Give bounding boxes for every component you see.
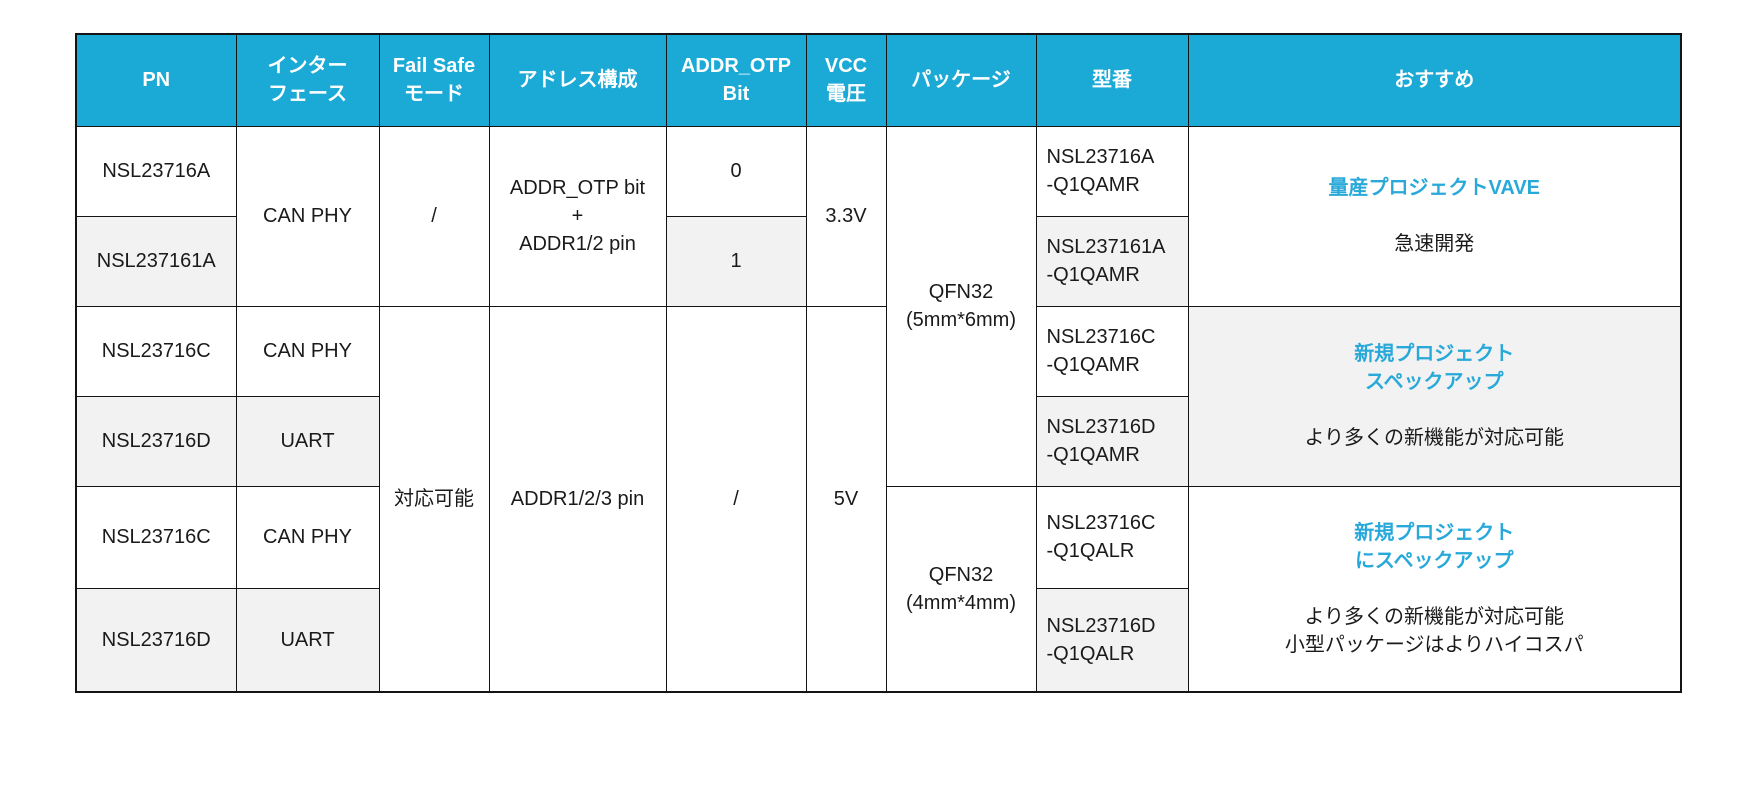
addr-otp-bit-cell: 1 (665, 215, 807, 307)
recommendation-highlight: 新規プロジェクト スペックアップ (1354, 343, 1515, 393)
model-number-cell: NSL23716A -Q1QAMR (1035, 125, 1189, 217)
recommendation-highlight: 量産プロジェクトVAVE (1328, 177, 1541, 199)
col-header-address-config: アドレス構成 (488, 33, 667, 127)
pn-cell: NSL23716D (75, 588, 237, 692)
interface-cell: CAN PHY (235, 305, 380, 397)
address-config-cell: ADDR1/2/3 pin (488, 305, 667, 692)
recommendation-highlight: 新規プロジェクト にスペックアップ (1354, 521, 1515, 572)
table-row: NSL23716D UART NSL23716D -Q1QALR (75, 588, 1681, 692)
vcc-voltage-cell: 5V (805, 305, 887, 692)
table-row: NSL23716D UART NSL23716D -Q1QAMR (75, 395, 1681, 487)
package-cell: QFN32 (5mm*6mm) (885, 125, 1037, 487)
col-header-package: パッケージ (885, 33, 1037, 127)
pn-cell: NSL23716A (75, 125, 237, 217)
pn-cell: NSL23716C (75, 305, 237, 397)
model-number-cell: NSL237161A -Q1QAMR (1035, 215, 1189, 307)
header-row: PN インター フェース Fail Safe モード アドレス構成 ADDR_O… (75, 33, 1682, 127)
part-spec-table: PN インター フェース Fail Safe モード アドレス構成 ADDR_O… (75, 33, 1682, 693)
model-number-cell: NSL23716D -Q1QAMR (1035, 395, 1189, 487)
pn-cell: NSL23716C (75, 485, 237, 590)
pn-cell: NSL237161A (75, 215, 237, 307)
model-number-cell: NSL23716C -Q1QAMR (1035, 305, 1189, 397)
recommendation-note: より多くの新機能が対応可能 小型パッケージはよりハイコスパ (1284, 605, 1584, 656)
recommendation-note: 急速開発 (1394, 233, 1475, 255)
interface-cell: UART (235, 395, 380, 487)
recommendation-note: より多くの新機能が対応可能 (1304, 427, 1565, 449)
table-row: NSL23716A CAN PHY / ADDR_OTP bit + ADDR1… (75, 125, 1682, 487)
pn-cell: NSL23716D (75, 395, 237, 487)
recommendation-cell: 新規プロジェクト にスペックアップ より多くの新機能が対応可能 小型パッケージは… (1187, 485, 1682, 692)
interface-cell: CAN PHY (235, 125, 380, 307)
table-row: NSL237161A 1 NSL237161A -Q1QAMR (75, 215, 1681, 307)
col-header-interface: インター フェース (235, 33, 380, 127)
fail-safe-cell: 対応可能 (378, 305, 490, 692)
model-number-cell: NSL23716C -Q1QALR (1035, 485, 1189, 590)
addr-otp-bit-cell: / (665, 305, 807, 692)
table-row: NSL23716C CAN PHY 対応可能 ADDR1/2/3 pin / 5… (75, 305, 1682, 692)
vcc-voltage-cell: 3.3V (805, 125, 887, 307)
col-header-pn: PN (75, 33, 237, 127)
col-header-model-number: 型番 (1035, 33, 1189, 127)
col-header-vcc-voltage: VCC 電圧 (805, 33, 887, 127)
address-config-cell: ADDR_OTP bit + ADDR1/2 pin (488, 125, 667, 307)
col-header-fail-safe: Fail Safe モード (378, 33, 490, 127)
recommendation-cell: 新規プロジェクト スペックアップ より多くの新機能が対応可能 (1187, 305, 1682, 487)
addr-otp-bit-cell: 0 (665, 125, 807, 217)
recommendation-cell: 量産プロジェクトVAVE 急速開発 (1187, 125, 1682, 307)
table-row: NSL23716C CAN PHY QFN32 (4mm*4mm) NSL237… (75, 485, 1682, 692)
interface-cell: UART (235, 588, 380, 692)
interface-cell: CAN PHY (235, 485, 380, 590)
col-header-addr-otp-bit: ADDR_OTP Bit (665, 33, 807, 127)
fail-safe-cell: / (378, 125, 490, 307)
col-header-recommendation: おすすめ (1187, 33, 1682, 127)
model-number-cell: NSL23716D -Q1QALR (1035, 588, 1189, 692)
package-cell: QFN32 (4mm*4mm) (885, 485, 1037, 692)
